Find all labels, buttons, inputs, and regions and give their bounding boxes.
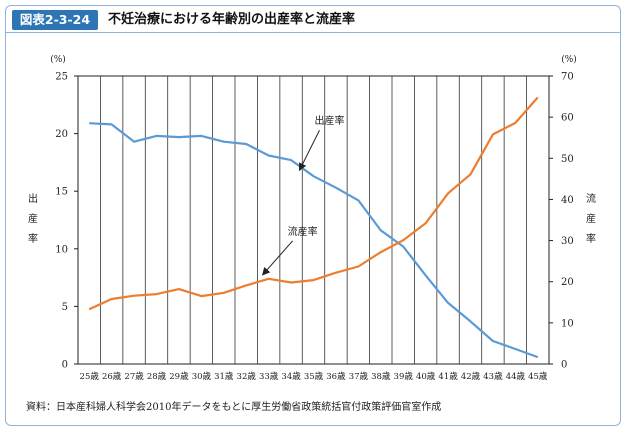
x-tick-label: 31歳 [214, 371, 234, 382]
figure-header [5, 5, 621, 33]
right-tick-label: 70 [561, 72, 574, 83]
x-tick-label: 34歳 [281, 371, 301, 382]
left-tick-label: 25 [55, 72, 68, 83]
right-axis-title: 流産率 [586, 192, 596, 245]
figure-number-badge: 図表2-3-24 [12, 10, 98, 30]
annotation-arrow [261, 240, 294, 276]
x-tick-label: 32歳 [237, 371, 257, 382]
left-tick-label: 5 [62, 302, 68, 313]
x-tick-label: 42歳 [461, 371, 481, 382]
right-tick-label: 10 [561, 318, 574, 329]
x-tick-label: 30歳 [192, 371, 212, 382]
chart-title: 不妊治療における年齢別の出産率と流産率 [108, 12, 356, 27]
x-tick-label: 28歳 [147, 371, 167, 382]
x-tick-label: 39歳 [394, 371, 414, 382]
annotation-arrow [299, 130, 320, 172]
x-tick-label: 33歳 [259, 371, 279, 382]
right-tick-label: 60 [561, 113, 574, 124]
left-axis-unit: (%) [50, 54, 66, 65]
plot-area [77, 75, 550, 365]
x-tick-label: 45歳 [528, 371, 548, 382]
x-tick-label: 41歳 [438, 371, 458, 382]
x-tick-label: 44歳 [506, 371, 526, 382]
series-line-birth-rate [89, 122, 539, 359]
x-tick-label: 29歳 [169, 371, 189, 382]
x-tick-label: 27歳 [124, 371, 144, 382]
x-tick-label: 38歳 [371, 371, 391, 382]
annotation-label: 出産率 [315, 114, 345, 127]
right-tick-label: 20 [561, 277, 574, 288]
right-axis-unit: (%) [561, 54, 577, 65]
x-tick-label: 43歳 [483, 371, 503, 382]
left-tick-label: 15 [55, 187, 68, 198]
x-tick-label: 35歳 [304, 371, 324, 382]
figure-frame [5, 5, 621, 426]
left-tick-label: 0 [62, 360, 68, 371]
right-tick-label: 40 [561, 195, 574, 206]
left-tick-label: 20 [55, 129, 68, 140]
x-tick-label: 26歳 [102, 371, 122, 382]
right-tick-label: 50 [561, 154, 574, 165]
right-tick-label: 30 [561, 236, 574, 247]
x-tick-label: 40歳 [416, 371, 436, 382]
right-tick-label: 0 [561, 360, 567, 371]
x-tick-label: 37歳 [349, 371, 369, 382]
left-axis-title: 出産率 [28, 192, 38, 245]
source-caption: 資料：日本産科婦人科学会2010年データをもとに厚生労働省政策統括官付政策評価官… [26, 402, 442, 413]
annotation-label: 流産率 [288, 225, 318, 238]
series-line-miscarriage-rate [88, 96, 539, 311]
x-tick-label: 25歳 [80, 371, 100, 382]
left-tick-label: 10 [55, 244, 68, 255]
x-tick-label: 36歳 [326, 371, 346, 382]
